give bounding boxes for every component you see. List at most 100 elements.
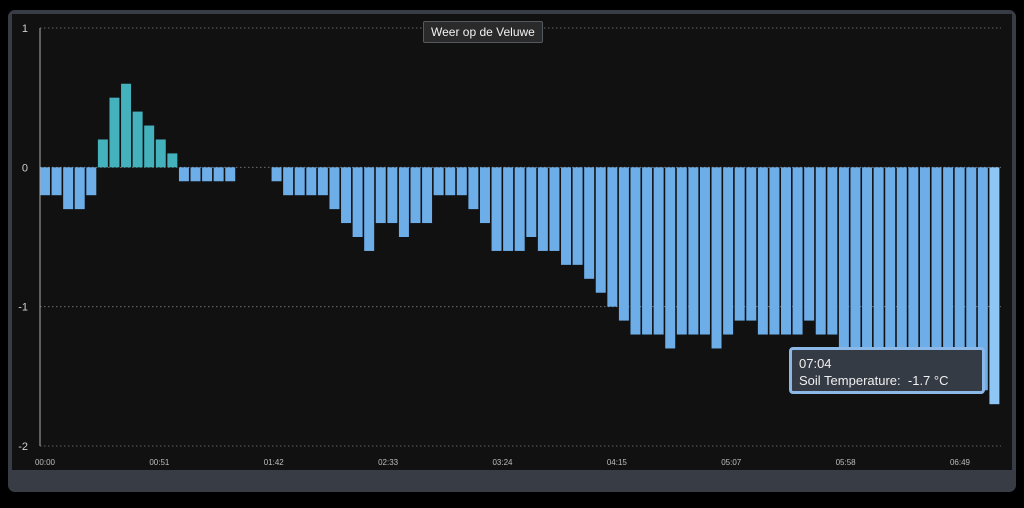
bar[interactable] bbox=[468, 167, 479, 210]
bar[interactable] bbox=[862, 167, 873, 349]
bar[interactable] bbox=[479, 167, 490, 224]
bar[interactable] bbox=[792, 167, 803, 335]
x-tick-label: 04:15 bbox=[607, 458, 628, 467]
bar[interactable] bbox=[398, 167, 409, 237]
x-tick-label: 00:00 bbox=[35, 458, 56, 467]
bar[interactable] bbox=[422, 167, 433, 224]
bar[interactable] bbox=[456, 167, 467, 196]
bar[interactable] bbox=[804, 167, 815, 321]
bar[interactable] bbox=[642, 167, 653, 335]
tooltip-value: -1.7 °C bbox=[907, 373, 949, 388]
bar[interactable] bbox=[665, 167, 676, 349]
y-tick-label: -2 bbox=[18, 441, 28, 453]
bar[interactable] bbox=[144, 125, 155, 168]
bar[interactable] bbox=[549, 167, 560, 251]
bar[interactable] bbox=[132, 111, 143, 168]
bar[interactable] bbox=[433, 167, 444, 196]
bars[interactable] bbox=[40, 83, 1000, 405]
bar[interactable] bbox=[40, 167, 50, 196]
bar[interactable] bbox=[943, 167, 954, 377]
bar[interactable] bbox=[375, 167, 386, 224]
bar[interactable] bbox=[503, 167, 514, 251]
bar[interactable] bbox=[838, 167, 849, 349]
bar[interactable] bbox=[966, 167, 977, 391]
bar[interactable] bbox=[97, 139, 108, 168]
bar[interactable] bbox=[329, 167, 340, 210]
bar[interactable] bbox=[352, 167, 363, 237]
x-tick-label: 05:58 bbox=[836, 458, 857, 467]
bar[interactable] bbox=[989, 167, 1000, 405]
bar[interactable] bbox=[977, 167, 988, 391]
bar[interactable] bbox=[653, 167, 664, 335]
bar[interactable] bbox=[387, 167, 398, 224]
bar[interactable] bbox=[688, 167, 699, 335]
bar[interactable] bbox=[885, 167, 896, 363]
bar[interactable] bbox=[526, 167, 537, 237]
bar[interactable] bbox=[815, 167, 826, 335]
y-tick-label: -1 bbox=[18, 302, 28, 314]
bar[interactable] bbox=[364, 167, 375, 251]
bar[interactable] bbox=[954, 167, 965, 377]
bar[interactable] bbox=[919, 167, 930, 377]
bar[interactable] bbox=[514, 167, 525, 251]
bar[interactable] bbox=[595, 167, 606, 293]
bar[interactable] bbox=[850, 167, 861, 349]
bar[interactable] bbox=[711, 167, 722, 349]
bar[interactable] bbox=[63, 167, 74, 210]
bar[interactable] bbox=[769, 167, 780, 335]
bar[interactable] bbox=[537, 167, 548, 251]
bar[interactable] bbox=[190, 167, 201, 182]
bar[interactable] bbox=[931, 167, 942, 377]
bar[interactable] bbox=[51, 167, 62, 196]
bar[interactable] bbox=[109, 97, 120, 168]
bar[interactable] bbox=[410, 167, 421, 224]
bar[interactable] bbox=[271, 167, 282, 182]
bar[interactable] bbox=[294, 167, 305, 196]
bar[interactable] bbox=[202, 167, 213, 182]
bar[interactable] bbox=[121, 83, 132, 168]
bar[interactable] bbox=[676, 167, 687, 335]
bar[interactable] bbox=[584, 167, 595, 279]
axes: 1 0 -1 -2 00:00 00:51 01:42 02:33 03:24 04:15 05:0… bbox=[18, 23, 970, 467]
bar[interactable] bbox=[734, 167, 745, 321]
bar[interactable] bbox=[827, 167, 838, 335]
x-tick-label: 01:42 bbox=[264, 458, 285, 467]
bar[interactable] bbox=[213, 167, 224, 182]
x-tick-label: 03:24 bbox=[492, 458, 513, 467]
bar[interactable] bbox=[746, 167, 757, 321]
bar[interactable] bbox=[86, 167, 97, 196]
x-tick-label: 06:49 bbox=[950, 458, 971, 467]
x-tick-label: 00:51 bbox=[149, 458, 170, 467]
bar[interactable] bbox=[445, 167, 456, 196]
tooltip-series-label: Soil Temperature: bbox=[799, 373, 901, 388]
bar[interactable] bbox=[491, 167, 502, 251]
y-tick-label: 1 bbox=[22, 23, 28, 35]
bar[interactable] bbox=[572, 167, 583, 265]
bar[interactable] bbox=[341, 167, 352, 224]
y-tick-label: 0 bbox=[22, 162, 28, 174]
bar[interactable] bbox=[630, 167, 641, 335]
bar[interactable] bbox=[757, 167, 768, 335]
x-tick-label: 05:07 bbox=[721, 458, 742, 467]
bar[interactable] bbox=[155, 139, 166, 168]
bar[interactable] bbox=[781, 167, 791, 335]
bar[interactable] bbox=[908, 167, 919, 363]
tooltip-time: 07:04 bbox=[799, 356, 832, 371]
bar[interactable] bbox=[178, 167, 189, 182]
bar[interactable] bbox=[896, 167, 907, 363]
bar[interactable] bbox=[317, 167, 328, 196]
bar[interactable] bbox=[225, 167, 236, 182]
bar[interactable] bbox=[723, 167, 734, 335]
bar[interactable] bbox=[699, 167, 710, 335]
bar[interactable] bbox=[167, 153, 178, 168]
bar[interactable] bbox=[618, 167, 629, 321]
bar[interactable] bbox=[607, 167, 618, 307]
bar[interactable] bbox=[306, 167, 317, 196]
bar[interactable] bbox=[74, 167, 85, 210]
bar[interactable] bbox=[561, 167, 571, 265]
chart-title: Weer op de Veluwe bbox=[423, 21, 543, 43]
bar[interactable] bbox=[873, 167, 884, 349]
bar[interactable] bbox=[283, 167, 294, 196]
tooltip-series: Soil Temperature: -1.7 °C bbox=[799, 373, 949, 388]
